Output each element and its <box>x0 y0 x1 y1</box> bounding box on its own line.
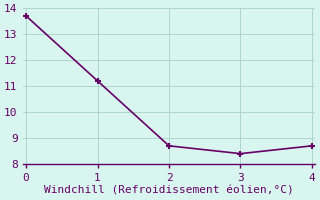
X-axis label: Windchill (Refroidissement éolien,°C): Windchill (Refroidissement éolien,°C) <box>44 186 294 196</box>
